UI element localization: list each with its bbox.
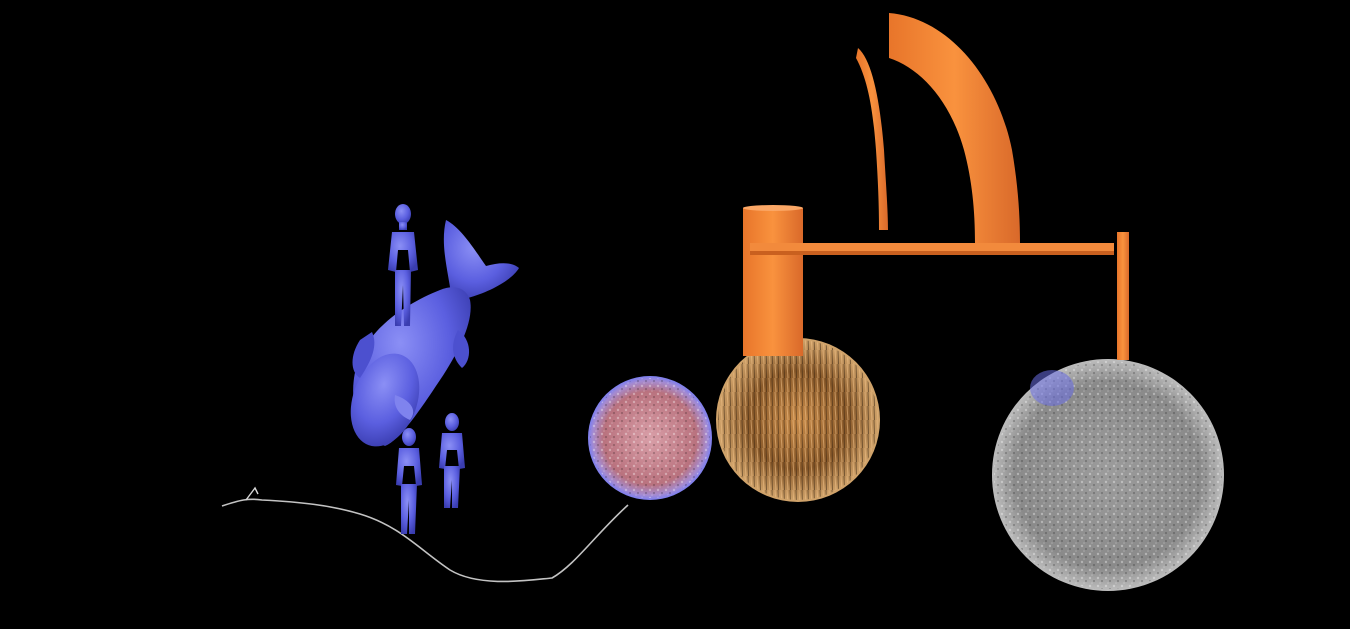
wavy-thread-line: [221, 498, 629, 583]
orange-frame-structure: [743, 205, 1129, 360]
whale-figure: [350, 220, 519, 447]
gray-textured-sphere: [992, 359, 1224, 591]
human-figure-small-left: [396, 428, 422, 534]
human-figure-standing-on-whale: [388, 204, 418, 326]
fur-textured-sphere: [716, 338, 880, 502]
orange-thin-arch: [856, 48, 888, 230]
orange-tall-arch: [889, 13, 1020, 243]
thread-hook: [245, 486, 259, 501]
human-figure-small-right: [439, 413, 465, 508]
pink-textured-sphere: [588, 376, 712, 500]
